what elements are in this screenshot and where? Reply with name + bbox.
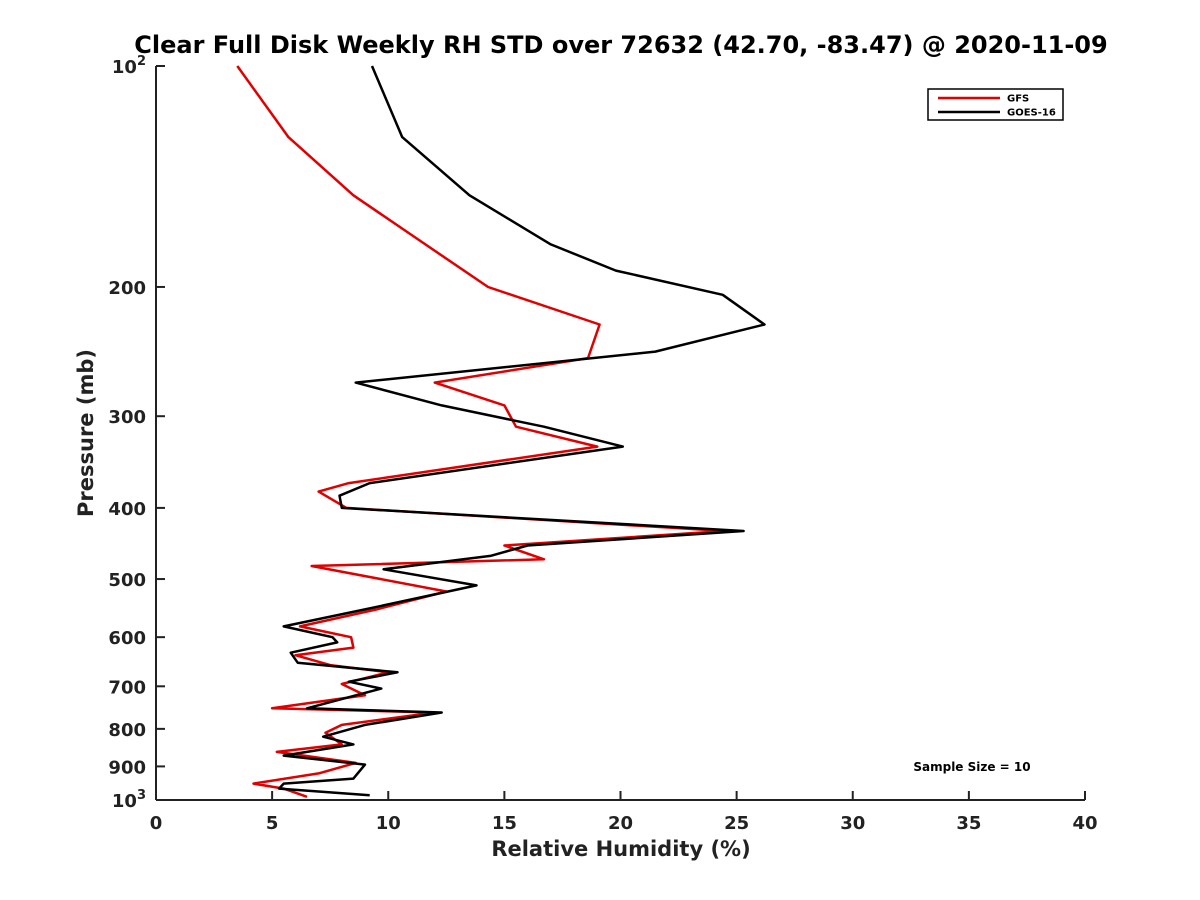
y-tick-label-base: 200: [108, 278, 146, 299]
y-tick-label-exponent: 2: [137, 54, 146, 69]
x-tick-label: 20: [608, 813, 633, 834]
y-tick-label-exponent: 3: [137, 788, 146, 803]
chart-title: Clear Full Disk Weekly RH STD over 72632…: [134, 31, 1107, 59]
y-tick-label-base: 800: [108, 720, 146, 741]
y-tick-label: 800: [108, 720, 146, 741]
plot-area: 0 5 10 15 20 25 30 35 40 10220030040050060070080…: [108, 54, 1097, 834]
y-axis-label: Pressure (mb): [74, 349, 98, 517]
y-tick-label-base: 900: [108, 757, 146, 778]
y-tick-label: 900: [108, 757, 146, 778]
y-tick-label: 400: [108, 499, 146, 520]
y-tick-label-base: 700: [108, 677, 146, 698]
series-layer: [236, 65, 766, 798]
x-tick-label: 35: [956, 813, 981, 834]
x-ticks: 0 5 10 15 20 25 30 35 40: [150, 791, 1098, 834]
y-tick-label: 103: [112, 788, 146, 812]
y-tick-label-base: 10: [112, 57, 137, 78]
y-tick-label: 102: [112, 54, 146, 78]
y-tick-label-base: 10: [112, 791, 137, 812]
y-tick-label-base: 300: [108, 407, 146, 428]
legend: GFS GOES-16: [927, 88, 1064, 121]
x-tick-label: 40: [1072, 813, 1097, 834]
x-tick-label: 25: [724, 813, 749, 834]
x-tick-label: 5: [266, 813, 279, 834]
y-tick-label-base: 600: [108, 628, 146, 649]
x-tick-label: 15: [492, 813, 517, 834]
y-tick-label: 700: [108, 677, 146, 698]
x-tick-label: 0: [150, 813, 163, 834]
legend-box: [927, 88, 1064, 121]
y-tick-label-base: 400: [108, 499, 146, 520]
x-tick-label: 30: [840, 813, 865, 834]
y-tick-label-base: 500: [108, 570, 146, 591]
y-tick-label: 500: [108, 570, 146, 591]
series-line-goes-16: [277, 65, 766, 797]
legend-label-goes-16: GOES-16: [1007, 108, 1056, 119]
y-tick-label: 300: [108, 407, 146, 428]
y-tick-label: 600: [108, 628, 146, 649]
y-tick-label: 200: [108, 278, 146, 299]
x-axis-label: Relative Humidity (%): [491, 837, 750, 861]
sample-size-annotation: Sample Size = 10: [913, 760, 1030, 774]
x-tick-label: 10: [376, 813, 401, 834]
legend-label-gfs: GFS: [1007, 94, 1029, 105]
